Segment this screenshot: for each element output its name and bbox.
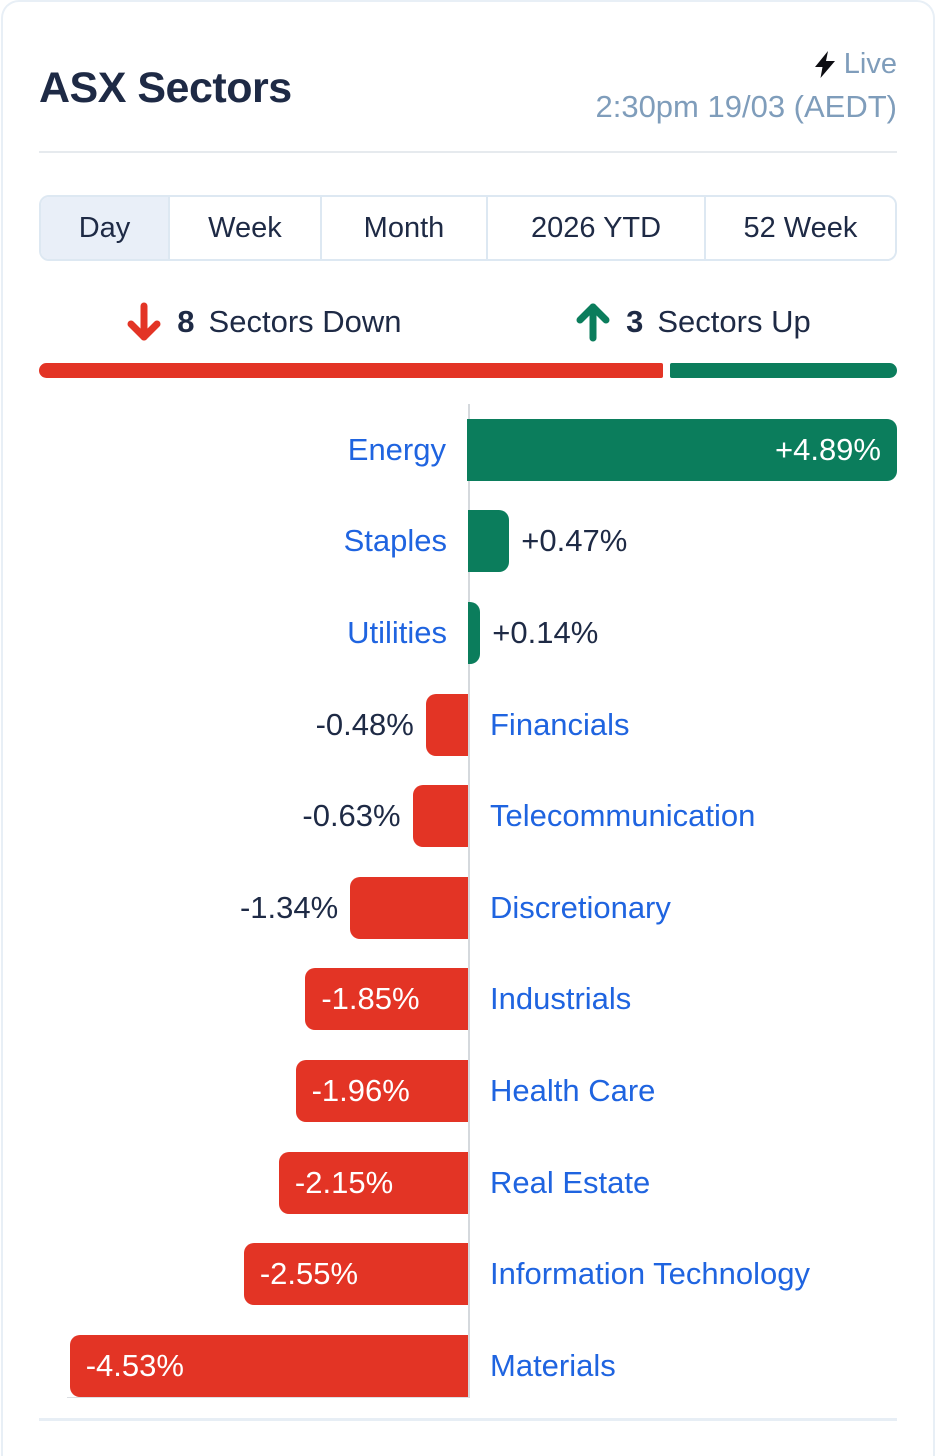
row-right-half: Real Estate	[468, 1137, 897, 1229]
down-count: 8	[177, 304, 195, 339]
sector-link[interactable]: Utilities	[347, 614, 447, 650]
row-right-half: Materials	[468, 1320, 897, 1412]
row-left-half: Utilities	[39, 587, 468, 679]
sector-value: -1.34%	[239, 889, 339, 925]
row-right-half: Information Technology	[468, 1228, 897, 1320]
chart-row: -1.96% Health Care	[39, 1045, 897, 1137]
sector-link[interactable]: Financials	[490, 706, 630, 742]
sector-bar[interactable]	[468, 510, 510, 573]
page-title: ASX Sectors	[39, 64, 292, 112]
chart-row: Staples +0.47%	[39, 496, 897, 588]
chart-row: Utilities +0.14%	[39, 587, 897, 679]
row-left-half: -4.53%	[39, 1320, 468, 1412]
row-right-half: Health Care	[468, 1045, 897, 1137]
chart-row: Energy +4.89%	[39, 404, 897, 496]
chart-row: -2.15% Real Estate	[39, 1137, 897, 1229]
tab-month[interactable]: Month	[321, 197, 489, 259]
chart-row: -1.85% Industrials	[39, 954, 897, 1046]
chart-row: -1.34% Discretionary	[39, 862, 897, 954]
sector-link[interactable]: Real Estate	[490, 1164, 651, 1200]
sector-value: +0.14%	[492, 614, 599, 650]
row-right-half: +0.14%	[468, 587, 897, 679]
row-right-half: Financials	[468, 679, 897, 771]
row-left-half: -0.63%	[39, 770, 468, 862]
live-block: Live 2:30pm 19/03 (AEDT)	[595, 48, 897, 125]
sector-bar[interactable]	[468, 601, 481, 664]
row-right-half: +0.47%	[468, 496, 897, 588]
row-left-half: -1.34%	[39, 862, 468, 954]
row-left-half: -2.15%	[39, 1137, 468, 1229]
sectors-up-summary: 3 Sectors Up	[574, 301, 811, 343]
sector-bar[interactable]: -2.55%	[243, 1243, 468, 1306]
sector-summary: 8 Sectors Down 3 Sectors Up	[39, 301, 897, 343]
row-left-half: -0.48%	[39, 679, 468, 771]
sector-link[interactable]: Information Technology	[490, 1256, 810, 1292]
up-arrow-icon	[576, 303, 610, 342]
sector-value: -0.63%	[302, 798, 401, 834]
live-badge: Live	[595, 48, 897, 81]
ratio-bar-gap	[663, 363, 670, 378]
chart-row: -0.48% Financials	[39, 679, 897, 771]
row-left-half: Energy	[39, 404, 467, 496]
sector-link[interactable]: Telecommunication	[490, 798, 756, 834]
sector-value: -1.85%	[321, 981, 420, 1017]
sector-link[interactable]: Energy	[347, 431, 446, 467]
sector-link[interactable]: Health Care	[490, 1072, 656, 1108]
bottom-divider	[39, 1418, 897, 1421]
sector-bar[interactable]	[412, 785, 468, 848]
sector-value: -1.96%	[311, 1072, 410, 1108]
sector-bar[interactable]: -1.85%	[305, 968, 468, 1031]
chart-row: -2.55% Information Technology	[39, 1228, 897, 1320]
sector-value: -2.55%	[259, 1256, 359, 1292]
live-label: Live	[843, 48, 897, 80]
sector-bar[interactable]: +4.89%	[467, 418, 897, 481]
chart-baseline	[67, 1397, 469, 1398]
ratio-bar-down-segment	[39, 363, 663, 378]
sector-value: -0.48%	[315, 706, 414, 742]
chart-row: -0.63% Telecommunication	[39, 770, 897, 862]
period-tabs: Day Week Month 2026 YTD 52 Week	[39, 195, 897, 261]
ratio-bar-up-segment	[669, 363, 897, 378]
sector-value: +0.47%	[521, 523, 628, 559]
row-left-half: Staples	[39, 496, 468, 588]
header-divider	[39, 151, 897, 153]
row-left-half: -2.55%	[39, 1228, 468, 1320]
sector-bar-chart: Energy +4.89% Staples +0.47% Utilities +0.14%…	[39, 404, 897, 1412]
ratio-bar	[39, 363, 897, 378]
sector-link[interactable]: Staples	[343, 523, 447, 559]
row-right-half: +4.89%	[467, 404, 897, 496]
row-right-half: Telecommunication	[468, 770, 897, 862]
sector-bar[interactable]	[425, 693, 468, 756]
down-label: Sectors Down	[208, 304, 402, 339]
sector-value: -4.53%	[85, 1347, 184, 1383]
row-right-half: Discretionary	[468, 862, 897, 954]
row-left-half: -1.96%	[39, 1045, 468, 1137]
sector-link[interactable]: Discretionary	[490, 889, 671, 925]
tab-week[interactable]: Week	[170, 197, 322, 259]
row-right-half: Industrials	[468, 954, 897, 1046]
sector-bar[interactable]	[350, 876, 468, 939]
tab-day[interactable]: Day	[41, 197, 171, 259]
sector-value: +4.89%	[774, 431, 881, 467]
sector-bar[interactable]: -1.96%	[295, 1059, 468, 1122]
tab-52-week[interactable]: 52 Week	[705, 197, 895, 259]
sector-bar[interactable]: -4.53%	[69, 1334, 468, 1397]
header: ASX Sectors Live 2:30pm 19/03 (AEDT)	[39, 48, 897, 125]
up-label: Sectors Up	[657, 304, 811, 339]
chart-axis-line	[468, 404, 470, 1398]
sector-link[interactable]: Industrials	[490, 981, 632, 1017]
timestamp: 2:30pm 19/03 (AEDT)	[595, 89, 897, 124]
sector-bar[interactable]: -2.15%	[278, 1151, 468, 1214]
down-arrow-icon	[127, 302, 161, 341]
up-count: 3	[626, 304, 644, 339]
chart-row: -4.53% Materials	[39, 1320, 897, 1412]
sector-link[interactable]: Materials	[490, 1347, 616, 1383]
row-left-half: -1.85%	[39, 954, 468, 1046]
tab-2026-ytd[interactable]: 2026 YTD	[488, 197, 706, 259]
lightning-bolt-icon	[814, 51, 835, 78]
sector-value: -2.15%	[294, 1164, 394, 1200]
sectors-down-summary: 8 Sectors Down	[125, 301, 402, 343]
